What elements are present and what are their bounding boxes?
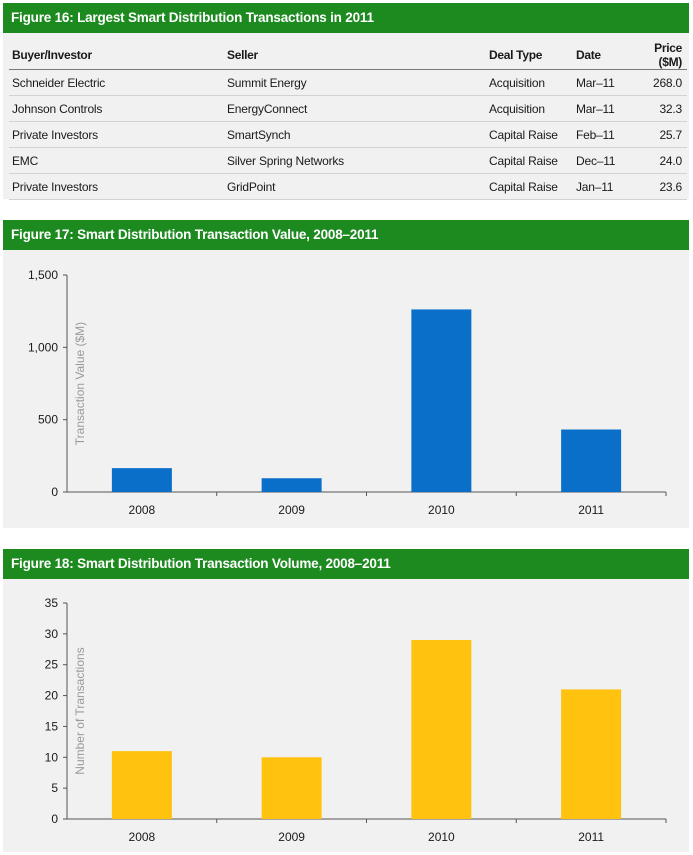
cell-date: Mar–11 (573, 69, 625, 96)
cell-buyer: Johnson Controls (9, 95, 224, 122)
bar-2009 (261, 757, 322, 819)
y-tick-label: 0 (51, 812, 58, 826)
table-row: Private Investors SmartSynch Capital Rai… (9, 121, 687, 148)
bar-2009 (261, 478, 322, 492)
cell-date: Mar–11 (573, 95, 625, 122)
cell-deal-type: Acquisition (486, 95, 573, 122)
column-header-date: Date (573, 41, 625, 70)
x-tick-label-2008: 2008 (129, 503, 156, 517)
y-tick-label: 15 (45, 719, 59, 733)
x-tick-label-2010: 2010 (428, 503, 455, 517)
y-tick-label: 1,500 (28, 268, 58, 282)
y-tick-label: 35 (45, 596, 59, 610)
x-tick-label-2011: 2011 (578, 503, 604, 517)
bar-2011 (561, 689, 622, 819)
cell-price: 24.0 (625, 147, 687, 174)
cell-buyer: Schneider Electric (9, 69, 224, 96)
figure-18-title: Figure 18: Smart Distribution Transactio… (3, 549, 689, 579)
y-axis-title: Number of Transactions (73, 647, 87, 774)
table-header-row: Buyer/Investor Seller Deal Type Date Pri… (9, 41, 687, 70)
cell-deal-type: Capital Raise (486, 173, 573, 200)
column-header-seller: Seller (224, 41, 486, 70)
x-tick-label-2011: 2011 (578, 830, 604, 844)
cell-deal-type: Capital Raise (486, 121, 573, 148)
cell-seller: Silver Spring Networks (224, 147, 486, 174)
x-tick-label-2010: 2010 (428, 830, 455, 844)
table-row: Johnson Controls EnergyConnect Acquisiti… (9, 95, 687, 122)
cell-buyer: Private Investors (9, 173, 224, 200)
figure-16-title: Figure 16: Largest Smart Distribution Tr… (3, 3, 689, 33)
x-tick-label-2009: 2009 (278, 503, 305, 517)
cell-price: 23.6 (625, 173, 687, 200)
cell-date: Jan–11 (573, 173, 625, 200)
transaction-volume-chart: 0 5 10 15 20 25 30 35 Number of Transactions 2008… (45, 596, 667, 844)
y-tick-label: 1,000 (28, 340, 58, 354)
cell-deal-type: Capital Raise (486, 147, 573, 174)
bar-2008 (111, 751, 172, 819)
transaction-value-chart: 0 500 1,000 1,500 Transaction Value ($M) 2008… (28, 268, 667, 517)
cell-seller: EnergyConnect (224, 95, 486, 122)
table-row: Private Investors GridPoint Capital Rais… (9, 173, 687, 200)
y-tick-label: 30 (45, 627, 59, 641)
x-tick-label-2009: 2009 (278, 830, 305, 844)
figure-16-panel: Figure 16: Largest Smart Distribution Tr… (3, 3, 689, 200)
cell-seller: Summit Energy (224, 69, 486, 96)
figure-18-panel: Figure 18: Smart Distribution Transactio… (3, 549, 689, 852)
cell-price: 32.3 (625, 95, 687, 122)
figure-17-title: Figure 17: Smart Distribution Transactio… (3, 220, 689, 250)
bar-2010 (411, 309, 472, 492)
figure-17-panel: Figure 17: Smart Distribution Transactio… (3, 220, 689, 528)
cell-price: 25.7 (625, 121, 687, 148)
bar-2008 (111, 468, 172, 492)
x-tick-label-2008: 2008 (129, 830, 156, 844)
cell-date: Dec–11 (573, 147, 625, 174)
column-header-price: Price ($M) (625, 41, 687, 70)
table-row: Schneider Electric Summit Energy Acquisi… (9, 69, 687, 96)
cell-buyer: EMC (9, 147, 224, 174)
cell-date: Feb–11 (573, 121, 625, 148)
column-header-buyer: Buyer/Investor (9, 41, 224, 70)
cell-seller: SmartSynch (224, 121, 486, 148)
cell-deal-type: Acquisition (486, 69, 573, 96)
bar-2010 (411, 640, 472, 819)
table-row: EMC Silver Spring Networks Capital Raise… (9, 147, 687, 174)
y-tick-label: 25 (45, 658, 59, 672)
bar-2011 (561, 429, 622, 492)
cell-seller: GridPoint (224, 173, 486, 200)
cell-buyer: Private Investors (9, 121, 224, 148)
y-tick-label: 20 (45, 689, 59, 703)
y-axis-title: Transaction Value ($M) (73, 322, 87, 445)
transactions-table: Buyer/Investor Seller Deal Type Date Pri… (9, 41, 687, 200)
cell-price: 268.0 (625, 69, 687, 96)
column-header-deal-type: Deal Type (486, 41, 573, 70)
y-tick-label: 10 (45, 750, 59, 764)
y-tick-label: 500 (38, 413, 58, 427)
y-tick-label: 0 (51, 485, 58, 499)
y-tick-label: 5 (51, 781, 58, 795)
